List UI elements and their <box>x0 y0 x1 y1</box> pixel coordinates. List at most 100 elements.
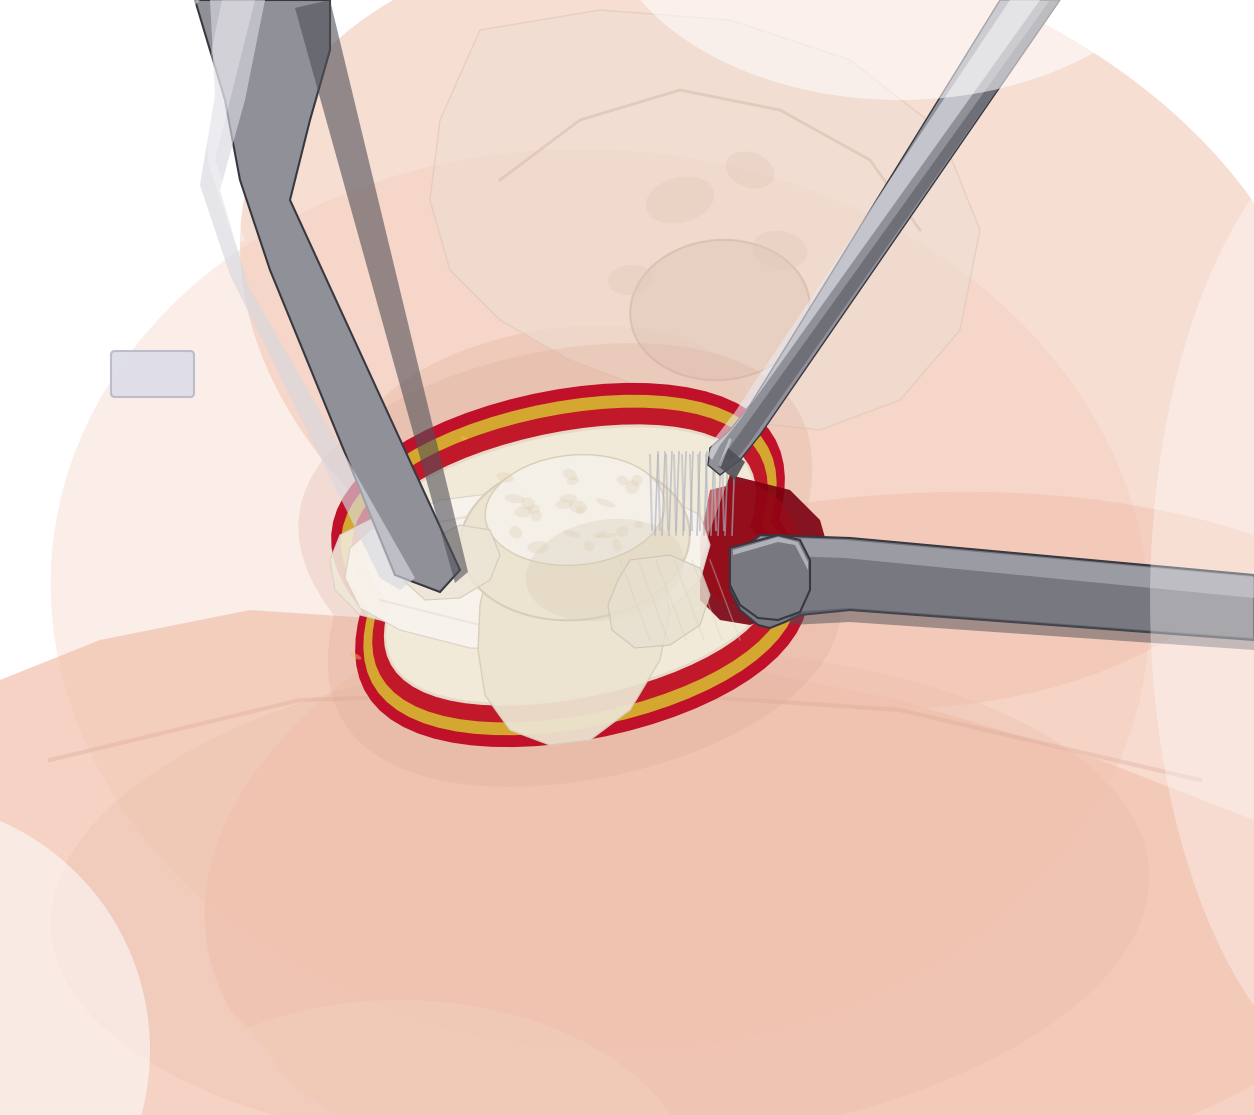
Ellipse shape <box>50 649 1150 1115</box>
Polygon shape <box>0 610 1254 1115</box>
Polygon shape <box>341 395 799 735</box>
Ellipse shape <box>821 566 831 575</box>
Ellipse shape <box>630 496 647 506</box>
Ellipse shape <box>416 485 429 496</box>
Ellipse shape <box>564 449 579 457</box>
Polygon shape <box>199 0 415 590</box>
Ellipse shape <box>350 652 361 660</box>
Ellipse shape <box>413 474 426 484</box>
Ellipse shape <box>559 494 577 503</box>
Ellipse shape <box>626 481 640 494</box>
Polygon shape <box>747 537 1254 598</box>
Ellipse shape <box>583 541 594 551</box>
Ellipse shape <box>627 603 642 615</box>
Ellipse shape <box>616 526 628 536</box>
Ellipse shape <box>563 530 581 537</box>
Polygon shape <box>298 343 841 787</box>
Ellipse shape <box>525 518 685 621</box>
Ellipse shape <box>510 483 518 489</box>
Ellipse shape <box>505 494 524 503</box>
Ellipse shape <box>514 506 533 517</box>
Ellipse shape <box>686 465 698 475</box>
Polygon shape <box>295 0 468 583</box>
Ellipse shape <box>651 479 665 492</box>
Ellipse shape <box>497 472 514 483</box>
Ellipse shape <box>352 326 747 534</box>
Polygon shape <box>196 0 460 592</box>
Ellipse shape <box>596 498 616 507</box>
Ellipse shape <box>240 0 1254 709</box>
Polygon shape <box>730 535 1254 640</box>
Ellipse shape <box>696 618 703 626</box>
Polygon shape <box>709 0 1040 460</box>
Ellipse shape <box>586 665 596 673</box>
Ellipse shape <box>556 500 573 510</box>
Ellipse shape <box>386 621 404 631</box>
Ellipse shape <box>0 799 150 1115</box>
Ellipse shape <box>599 0 1200 100</box>
Ellipse shape <box>607 265 652 295</box>
Ellipse shape <box>646 176 715 223</box>
Polygon shape <box>709 0 1060 475</box>
Ellipse shape <box>527 541 548 553</box>
Ellipse shape <box>479 474 493 482</box>
Polygon shape <box>719 448 745 479</box>
Polygon shape <box>400 525 500 600</box>
Ellipse shape <box>527 504 540 514</box>
Polygon shape <box>352 408 789 723</box>
FancyBboxPatch shape <box>112 351 194 397</box>
Polygon shape <box>722 0 1060 460</box>
Ellipse shape <box>478 437 494 442</box>
Ellipse shape <box>415 533 424 544</box>
Ellipse shape <box>603 675 611 682</box>
Ellipse shape <box>50 149 1150 1050</box>
Ellipse shape <box>460 459 690 620</box>
Polygon shape <box>331 382 809 747</box>
Ellipse shape <box>569 501 587 514</box>
Ellipse shape <box>361 520 370 530</box>
Ellipse shape <box>593 531 607 537</box>
Ellipse shape <box>594 432 604 440</box>
Ellipse shape <box>1150 100 1254 1101</box>
Ellipse shape <box>100 1000 700 1115</box>
Ellipse shape <box>530 511 542 522</box>
Ellipse shape <box>0 0 300 250</box>
Ellipse shape <box>0 0 199 151</box>
Ellipse shape <box>598 533 616 539</box>
Polygon shape <box>345 488 710 650</box>
Ellipse shape <box>434 529 444 539</box>
Polygon shape <box>430 10 979 430</box>
Ellipse shape <box>473 546 484 556</box>
Ellipse shape <box>676 429 687 437</box>
Ellipse shape <box>635 521 643 529</box>
Polygon shape <box>734 537 808 570</box>
Polygon shape <box>369 427 771 702</box>
Ellipse shape <box>522 497 535 510</box>
Ellipse shape <box>399 578 408 582</box>
Ellipse shape <box>611 662 621 672</box>
Ellipse shape <box>461 436 475 447</box>
Ellipse shape <box>509 526 522 539</box>
Ellipse shape <box>752 231 808 270</box>
Ellipse shape <box>726 152 774 188</box>
Polygon shape <box>478 547 670 745</box>
Ellipse shape <box>631 240 810 380</box>
Polygon shape <box>730 535 810 620</box>
Ellipse shape <box>567 477 579 485</box>
Ellipse shape <box>596 636 612 648</box>
Ellipse shape <box>386 531 400 542</box>
Ellipse shape <box>617 476 628 485</box>
Ellipse shape <box>485 455 665 565</box>
Ellipse shape <box>719 609 735 621</box>
Ellipse shape <box>744 604 756 614</box>
Polygon shape <box>700 475 830 626</box>
Ellipse shape <box>563 468 577 481</box>
Ellipse shape <box>652 549 661 555</box>
Ellipse shape <box>606 637 613 643</box>
Ellipse shape <box>593 436 603 445</box>
Ellipse shape <box>0 900 320 1115</box>
Polygon shape <box>608 555 710 648</box>
Polygon shape <box>700 479 800 605</box>
Ellipse shape <box>204 492 1254 1115</box>
Ellipse shape <box>577 626 589 632</box>
